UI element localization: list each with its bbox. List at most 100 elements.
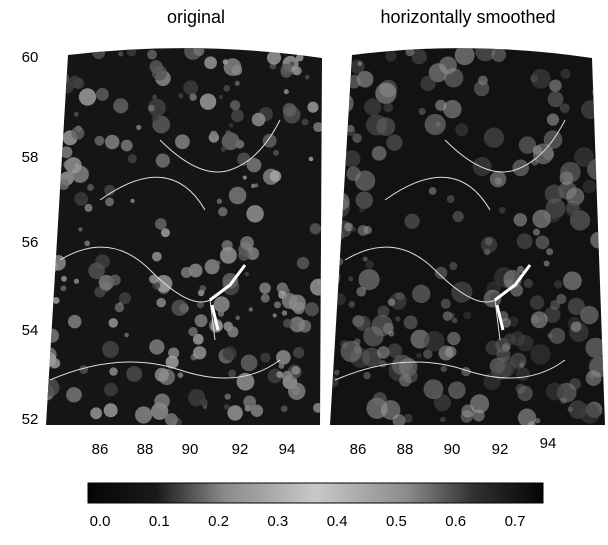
texture	[60, 146, 73, 159]
texture	[544, 306, 561, 323]
texture	[73, 111, 79, 117]
colorbar-tick-label: 0.7	[505, 513, 526, 530]
texture	[440, 298, 451, 309]
texture	[585, 370, 602, 386]
colorbar-tick-label: 0.3	[267, 513, 288, 530]
texture	[440, 365, 448, 373]
texture	[223, 58, 242, 76]
texture	[490, 358, 512, 380]
texture	[574, 147, 594, 167]
texture	[463, 311, 472, 320]
texture	[307, 101, 319, 113]
texture	[448, 381, 466, 399]
texture	[483, 127, 505, 148]
texture	[231, 109, 244, 123]
texture	[518, 136, 537, 154]
texture	[404, 213, 420, 229]
texture	[389, 292, 407, 310]
texture	[532, 145, 543, 155]
texture	[516, 233, 533, 250]
texture	[109, 367, 118, 376]
texture	[570, 321, 582, 333]
texture	[330, 107, 337, 118]
texture	[356, 286, 367, 297]
texture	[549, 327, 566, 344]
texture	[283, 318, 293, 328]
texture	[148, 104, 155, 112]
texture	[288, 294, 306, 312]
texture	[274, 301, 282, 309]
texture	[74, 192, 89, 206]
river	[99, 176, 206, 211]
texture	[104, 134, 120, 150]
texture	[204, 56, 217, 70]
texture	[501, 317, 511, 328]
texture	[213, 296, 230, 313]
texture	[473, 80, 490, 97]
texture	[375, 82, 397, 104]
texture	[227, 405, 243, 421]
texture	[126, 48, 137, 57]
latitude-label: 60	[22, 49, 39, 66]
texture	[517, 408, 537, 425]
texture	[175, 134, 190, 150]
texture	[188, 263, 203, 278]
texture	[305, 74, 310, 80]
texture	[547, 91, 564, 108]
texture	[439, 56, 457, 75]
texture	[532, 209, 551, 229]
texture	[57, 178, 70, 191]
texture	[178, 93, 184, 99]
texture	[423, 379, 444, 400]
texture	[95, 87, 109, 101]
texture	[281, 310, 288, 316]
texture	[250, 404, 264, 417]
texture	[333, 187, 343, 197]
texture	[498, 206, 506, 214]
texture	[73, 278, 80, 284]
texture	[338, 209, 344, 214]
texture	[269, 170, 282, 182]
texture	[363, 371, 371, 380]
texture	[152, 251, 162, 262]
texture	[118, 51, 124, 57]
texture	[592, 85, 605, 100]
texture	[130, 198, 135, 203]
texture	[291, 366, 301, 375]
colorbar-tick-label: 0.0	[90, 513, 111, 530]
texture	[154, 367, 169, 382]
texture	[119, 292, 131, 305]
texture	[496, 347, 511, 362]
texture	[529, 295, 545, 310]
texture	[530, 344, 551, 365]
texture	[567, 297, 585, 315]
latitude-label: 58	[22, 149, 39, 166]
texture	[559, 103, 570, 114]
longitude-label: 94	[279, 441, 296, 458]
texture	[309, 223, 322, 235]
river	[444, 119, 566, 173]
texture	[446, 195, 455, 204]
texture	[237, 152, 251, 166]
texture	[348, 276, 354, 282]
texture	[560, 68, 571, 79]
texture	[248, 307, 253, 312]
texture	[530, 68, 551, 89]
texture	[154, 393, 170, 409]
texture	[449, 261, 458, 271]
longitude-label: 88	[137, 441, 154, 458]
texture	[151, 114, 159, 122]
texture	[78, 227, 83, 232]
texture	[353, 338, 361, 346]
texture	[565, 202, 581, 218]
texture	[216, 260, 221, 265]
latitude-label: 56	[22, 234, 39, 251]
texture	[544, 184, 564, 204]
texture	[378, 360, 387, 368]
texture	[301, 118, 309, 126]
texture	[350, 226, 357, 232]
texture	[52, 297, 60, 304]
texture	[355, 191, 373, 209]
texture	[387, 298, 396, 307]
